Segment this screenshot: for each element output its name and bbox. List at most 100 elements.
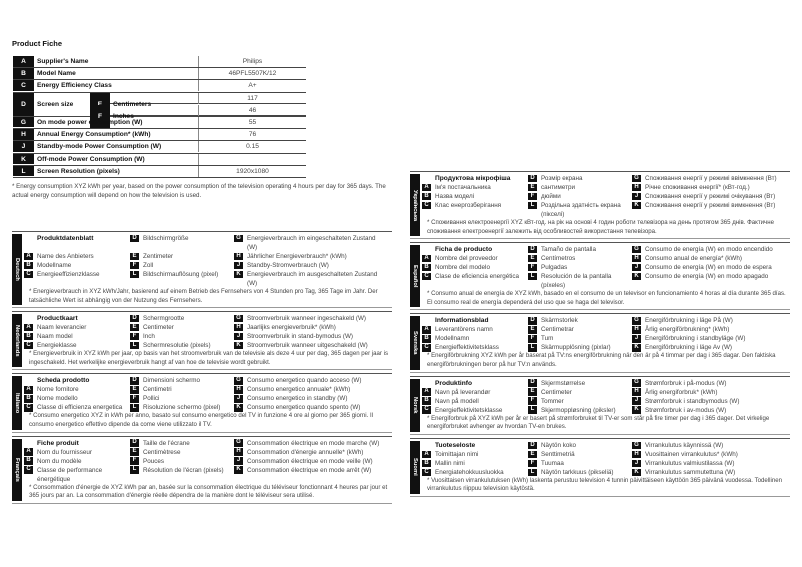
field-label: Jährlicher Energieverbrauch* (kWh) xyxy=(247,253,347,260)
field-h: H Årlig energiforbruk* (kWh) xyxy=(632,388,788,397)
field-e: E Zentimeter xyxy=(130,252,234,261)
field-label: Consumo energetico annuale* (kWh) xyxy=(247,386,351,394)
field-label: Consumo energetico quando acceso (W) xyxy=(247,377,362,385)
letter-badge: F xyxy=(528,263,537,272)
row-value: 46PFL5507K/12 xyxy=(198,68,306,80)
letter-badge: H xyxy=(234,252,243,261)
letter-badge: C xyxy=(422,406,431,414)
field-label: Споживання енергії у режимі ввімкнення (… xyxy=(645,175,777,182)
field-label: Споживання енергії у режимі вимкнення (В… xyxy=(645,202,776,209)
letter-badge: E xyxy=(528,254,537,263)
letter-badge: L xyxy=(130,466,139,474)
letter-badge: A xyxy=(24,386,33,394)
row-letter-badge: H xyxy=(13,129,34,140)
field-k: K Energiförbrukning i läge Av (W) xyxy=(632,343,788,352)
field-label: Jaarlijks energieverbruik* (kWh) xyxy=(247,324,336,332)
field-label: Nombre del proveedor xyxy=(435,255,498,263)
field-f: F Zoll xyxy=(130,261,234,270)
page-title: Product Fiche xyxy=(12,39,63,48)
field-label: Consumo anual de energía* (kWh) xyxy=(645,255,742,263)
letter-badge: A xyxy=(24,252,33,261)
letter-badge: E xyxy=(130,386,139,394)
letter-badge: F xyxy=(130,332,139,341)
row-letter-badge: A xyxy=(13,56,34,67)
field-label: Modellnamn xyxy=(435,335,470,343)
field-label: Schermgrootte xyxy=(143,315,185,323)
section-title: Продуктова мікрофіша xyxy=(435,175,511,182)
letter-badge: D xyxy=(528,174,537,183)
field-label: Inch xyxy=(143,333,155,341)
field-h: H Jaarlijks energieverbruik* (kWh) xyxy=(234,323,390,332)
row-label: Screen Resolution (pixels) xyxy=(37,167,120,175)
letter-badge: D xyxy=(528,441,537,449)
field-label: Stroomverbruik in stand-bymodus (W) xyxy=(247,333,354,341)
letter-badge: K xyxy=(234,270,243,279)
field-e: E Centimeter xyxy=(528,388,632,397)
language-section: Українська Продуктова мікрофіша D Розмір ек… xyxy=(410,171,790,240)
field-g: G Energieverbrauch im eingeschalteten Zus… xyxy=(234,234,390,252)
field-d: D Näytön koko xyxy=(528,441,632,450)
letter-badge: A xyxy=(422,254,431,263)
field-label: Nombre del modelo xyxy=(435,264,490,272)
section-fields: Informationsblad D Skärmstorlek G Energiförb… xyxy=(422,316,788,352)
letter-badge: B xyxy=(24,395,33,403)
letter-badge: G xyxy=(632,245,641,254)
letter-badge: C xyxy=(422,344,431,352)
field-label: Zentimeter xyxy=(143,253,174,260)
table-footnote: * Energy consumption XYZ kWh per year, b… xyxy=(12,183,386,199)
letter-badge: J xyxy=(632,335,641,343)
letter-badge: F xyxy=(130,261,139,270)
letter-badge: D xyxy=(130,439,139,447)
field-g: G Consumo de energía (W) en modo encendid… xyxy=(632,245,788,254)
field-label: Strømforbruk i på-modus (W) xyxy=(645,379,727,387)
letter-badge: E xyxy=(528,388,537,396)
section-title: Produktdatenblatt xyxy=(37,235,94,242)
letter-badge: L xyxy=(130,270,139,279)
field-c: C Energieffektivitetsklasse xyxy=(422,406,528,415)
language-section: Suomi Tuoteseloste D Näytön koko G Virrankulu… xyxy=(410,437,790,497)
field-g: G Virrankulutus käynnissä (W) xyxy=(632,441,788,450)
letter-badge: J xyxy=(234,457,243,465)
field-l: L Skärmupplösning (pixlar) xyxy=(528,343,632,352)
row-value: 0.15 xyxy=(198,141,306,153)
field-label: Zoll xyxy=(143,262,154,269)
field-b: B Modellname xyxy=(24,261,130,270)
field-k: K Virrankulutus sammutettuna (W) xyxy=(632,468,788,477)
letter-badge: A xyxy=(422,450,431,458)
letter-badge: K xyxy=(234,341,243,350)
field-a: A Naam leverancier xyxy=(24,323,130,332)
row-value: 76 xyxy=(198,129,306,141)
field-f: F Tuumaa xyxy=(528,459,632,468)
section-footnote: * Vuosittaisen virrankulutuksen (kWh) la… xyxy=(427,476,783,493)
row-letter-badge: J xyxy=(13,141,34,152)
field-f: F Tum xyxy=(528,334,632,343)
letter-badge: B xyxy=(24,332,33,341)
field-d: D Tamaño de pantalla xyxy=(528,245,632,254)
field-d: D Skjermstørrelse xyxy=(528,379,632,388)
letter-badge: F xyxy=(130,395,139,403)
field-label: Mallin nimi xyxy=(435,459,465,467)
field-d: D Skärmstorlek xyxy=(528,316,632,325)
field-label: Energiförbrukning i läge På (W) xyxy=(645,317,733,325)
letter-badge: C xyxy=(24,404,33,412)
field-h: H Jährlicher Energieverbrauch* (kWh) xyxy=(234,252,390,261)
field-c: C Classe di efficienza energetica xyxy=(24,403,130,412)
letter-badge: E xyxy=(528,183,537,192)
section-title: Tuoteseloste xyxy=(435,441,476,449)
section-footnote: * Consommation d'énergie de XYZ kWh par … xyxy=(29,483,388,500)
field-label: Nom du modèle xyxy=(37,457,82,465)
letter-badge: E xyxy=(528,450,537,458)
product-fiche-table: A Supplier's Name Philips B Model Name 46PFL5… xyxy=(13,56,306,178)
field-j: J Standby-Stromverbrauch (W) xyxy=(234,261,390,270)
field-label: Stroomverbruik wanneer uitgeschakeld (W) xyxy=(247,342,368,350)
letter-badge: C xyxy=(422,201,431,210)
field-label: Tamaño de pantalla xyxy=(541,246,596,254)
field-label: Consommation d'énergie annuelle* (kWh) xyxy=(247,448,364,456)
field-label: Resolución de la pantalla (píxeles) xyxy=(541,273,612,290)
field-g: G Consommation électrique en mode marche … xyxy=(234,439,390,448)
field-j: J Споживання енергії у режимі очікування … xyxy=(632,192,788,201)
field-f: F Pulgadas xyxy=(528,263,632,272)
field-j: J Consumo energetico in standby (W) xyxy=(234,394,390,403)
letter-badge: A xyxy=(422,183,431,192)
field-label: Річне споживання енергії* (кВт-год.) xyxy=(645,184,750,191)
